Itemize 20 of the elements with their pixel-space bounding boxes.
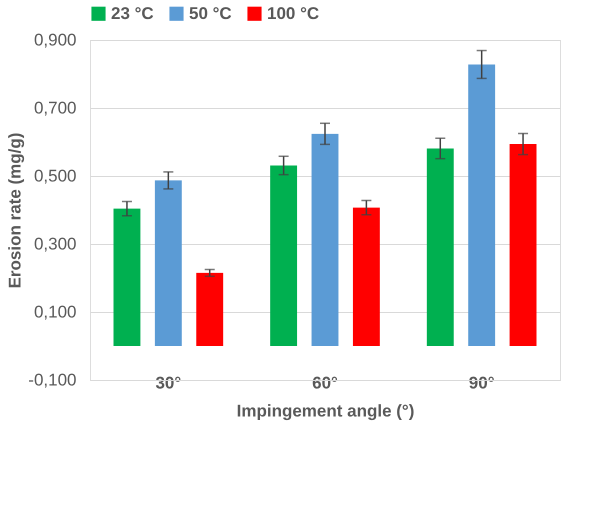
y-tick-label: 0,500 [34, 166, 76, 186]
bar [510, 144, 536, 346]
bar [312, 134, 338, 346]
y-tick-label: 0,100 [34, 302, 76, 322]
bar [352, 208, 380, 346]
bar [114, 208, 140, 346]
legend-label: 23 °C [111, 4, 154, 23]
legend-label: 50 °C [189, 4, 232, 23]
y-tick-label: -0,100 [28, 370, 76, 390]
x-axis-title: Impingement angle (°) [236, 402, 414, 420]
bar [426, 148, 454, 346]
bar [196, 272, 224, 346]
y-tick-label: 0,900 [34, 30, 76, 50]
y-tick-label: 0,300 [34, 234, 76, 254]
bar [154, 180, 182, 346]
y-tick-label: 0,700 [34, 98, 76, 118]
y-axis-title: Erosion rate (mg/g) [5, 132, 24, 288]
bar [270, 165, 298, 346]
bar [468, 64, 496, 346]
legend-label: 100 °C [267, 4, 320, 23]
